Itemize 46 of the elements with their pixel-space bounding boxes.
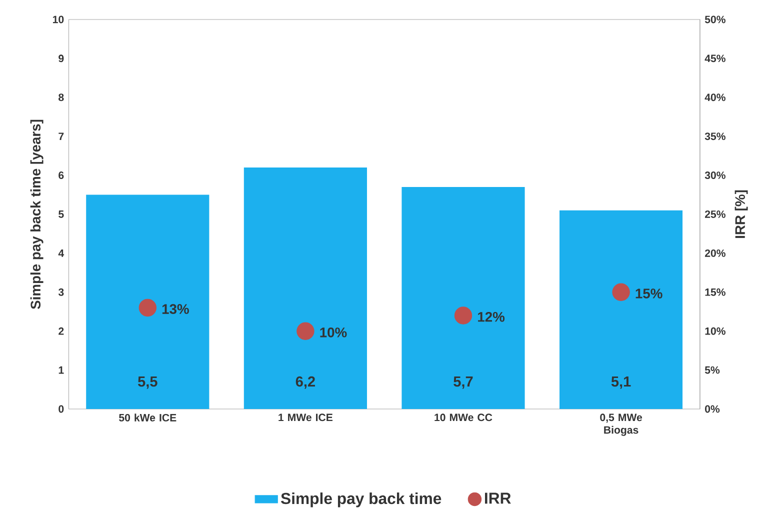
data-label: 5,5	[138, 376, 158, 389]
bar	[560, 210, 683, 410]
y2-tick-label: 40%	[704, 94, 726, 102]
data-label: 15%	[636, 288, 662, 298]
y-tick-label: 0	[58, 405, 64, 413]
y2-tick-label: 10%	[705, 327, 726, 335]
data-label: 5,7	[454, 376, 473, 389]
data-label: 6,2	[296, 376, 315, 389]
point	[138, 298, 156, 317]
data-label: 13%	[162, 304, 189, 314]
point	[612, 283, 630, 302]
y-tick-label: 10	[52, 16, 64, 24]
data-label: 10%	[320, 328, 347, 338]
legend-label: IRR	[485, 492, 511, 504]
x-tick-label: 1 MWe ICE	[278, 414, 333, 422]
point	[454, 306, 472, 324]
y-tick-label: 8	[58, 94, 64, 102]
y-tick-label: 4	[58, 250, 64, 257]
y-tick-label: 1	[58, 366, 64, 374]
x-tick-label: 0,5 MWe Biogas	[600, 414, 642, 436]
data-label: 12%	[478, 312, 505, 322]
y2-tick-label: 15%	[705, 288, 726, 296]
y-tick-label: 3	[58, 288, 64, 296]
bar	[402, 186, 525, 410]
y-tick-label: 2	[58, 327, 64, 335]
y-tick-label: 9	[58, 54, 64, 62]
y2-tick-label: 30%	[704, 172, 726, 180]
data-label: 5,1	[611, 376, 631, 389]
y2-axis-title: IRR [%]	[734, 190, 748, 238]
y-axis-title: Simple pay back time [years]	[30, 120, 44, 310]
y-tick-label: 6	[58, 172, 64, 180]
bar	[244, 168, 367, 410]
y-tick-label: 7	[58, 132, 64, 140]
x-tick-label: 50 kWe ICE	[119, 414, 176, 422]
legend-label: Simple pay back time	[280, 492, 442, 508]
y-tick-label: 5	[58, 210, 64, 218]
y2-tick-label: 45%	[704, 54, 726, 62]
y2-tick-label: 0%	[705, 405, 720, 413]
point	[296, 322, 314, 340]
y2-tick-label: 35%	[704, 132, 726, 140]
x-tick-label: 10 MWe CC	[434, 414, 492, 422]
y2-tick-label: 25%	[704, 210, 726, 218]
y2-tick-label: 5%	[704, 366, 720, 374]
bar	[86, 194, 210, 410]
y2-tick-label: 50%	[704, 16, 726, 24]
y2-tick-label: 20%	[704, 249, 726, 257]
